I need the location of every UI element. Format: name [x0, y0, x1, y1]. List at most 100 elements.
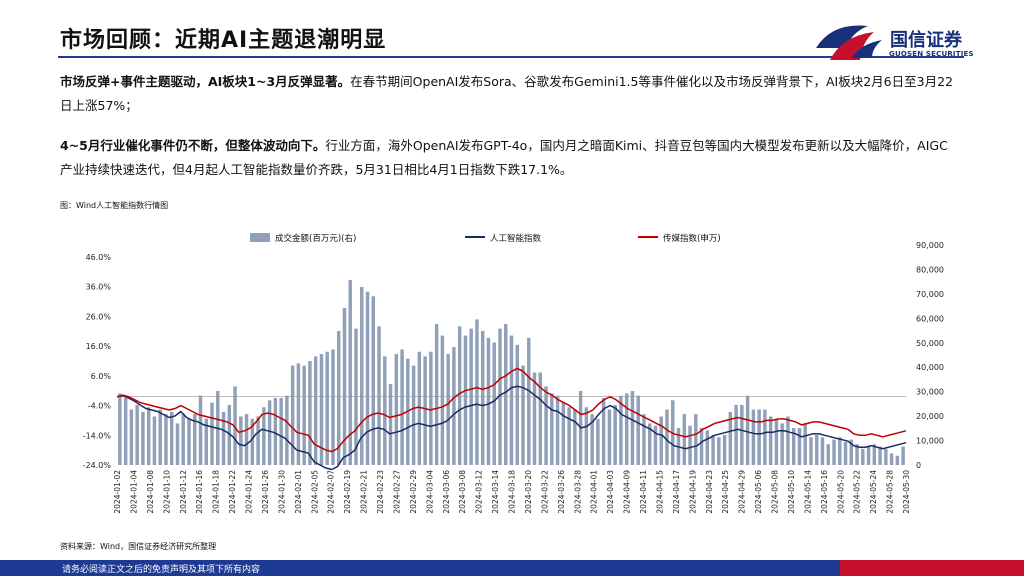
x-axis-tick-label: 2024-01-04: [129, 470, 138, 514]
x-axis-tick-label: 2024-04-25: [721, 470, 730, 514]
left-axis-tick-label: -24.0%: [83, 461, 112, 470]
x-axis-tick-label: 2024-01-22: [228, 470, 237, 514]
volume-bar: [544, 386, 548, 465]
x-axis-tick-label: 2024-04-03: [606, 470, 615, 514]
x-axis-tick-label: 2024-01-30: [277, 470, 286, 514]
x-axis-tick-label: 2024-01-08: [146, 470, 155, 514]
right-axis-tick-label: 40,000: [916, 363, 944, 372]
volume-bar: [619, 395, 623, 465]
x-axis-tick-label: 2024-05-28: [886, 470, 895, 514]
volume-bar: [705, 430, 710, 465]
volume-bar: [711, 434, 715, 465]
x-axis-tick-label: 2024-05-24: [869, 470, 878, 514]
volume-bar: [820, 437, 825, 465]
volume-bar: [843, 441, 848, 465]
volume-bar: [233, 386, 237, 465]
footer-accent: [840, 560, 1024, 576]
volume-bar: [267, 400, 272, 465]
volume-bar: [141, 411, 145, 465]
volume-bar: [728, 411, 733, 465]
left-axis-tick-label: -14.0%: [83, 431, 112, 440]
legend-label-ai: 人工智能指数: [490, 233, 542, 244]
volume-bar: [118, 393, 122, 465]
volume-bar: [884, 448, 888, 465]
left-axis-tick-label: 46.0%: [86, 253, 112, 262]
volume-bar: [273, 397, 278, 465]
x-axis-tick-label: 2024-01-12: [179, 470, 188, 514]
volume-bar: [434, 324, 439, 465]
volume-bar: [688, 425, 692, 465]
volume-bar: [872, 444, 877, 465]
volume-bar: [475, 319, 479, 465]
volume-bar: [227, 404, 232, 465]
volume-bar: [383, 356, 387, 465]
x-axis-tick-label: 2024-04-11: [639, 470, 648, 514]
ai-index-line: [116, 385, 907, 471]
index-chart: 46.0% 36.0% 26.0% 16.0% 6.0% -4.0% -14.0% -24.0…: [83, 233, 944, 514]
volume-bar: [786, 416, 790, 465]
volume-bar: [400, 349, 404, 465]
volume-bar: [832, 439, 836, 465]
volume-bar: [423, 356, 427, 465]
volume-bar: [480, 330, 485, 465]
volume-bar: [388, 384, 393, 465]
volume-bar: [169, 411, 174, 465]
right-axis-tick-label: 60,000: [916, 314, 944, 323]
volume-bar: [325, 351, 329, 465]
volume-bar: [250, 418, 255, 465]
volume-bar: [601, 397, 606, 465]
volume-bar: [550, 393, 554, 465]
volume-bar: [365, 291, 370, 465]
volume-bar: [809, 437, 813, 465]
title-divider: [58, 56, 964, 58]
x-axis-tick-label: 2024-03-12: [475, 470, 484, 514]
paragraph-1: 市场反弹+事件主题驱动，AI板块1~3月反弹显著。在春节期间OpenAI发布So…: [60, 70, 960, 118]
right-axis-tick-label: 20,000: [916, 412, 944, 421]
volume-bar: [181, 414, 185, 465]
x-axis-tick-label: 2024-03-22: [540, 470, 549, 514]
volume-bar: [561, 402, 566, 465]
x-axis-tick-label: 2024-02-01: [294, 470, 303, 514]
x-axis-tick-label: 2024-01-26: [261, 470, 270, 514]
volume-bar: [780, 423, 784, 465]
volume-bar: [175, 423, 180, 465]
volume-bar: [411, 365, 416, 465]
x-axis-tick-label: 2024-03-28: [573, 470, 582, 514]
volume-bar: [371, 296, 376, 465]
volume-bar: [699, 428, 704, 465]
volume-bar: [417, 351, 422, 465]
volume-bar: [596, 418, 600, 465]
x-axis-tick-label: 2024-02-07: [327, 470, 336, 514]
volume-bar: [308, 361, 312, 465]
volume-bar: [446, 354, 450, 465]
x-axis-tick-label: 2024-05-06: [754, 470, 763, 514]
volume-bar: [164, 414, 168, 465]
paragraph-1-body: 在春节期间OpenAI发布Sora、谷歌发布Gemini1.5等事件催化以及市场…: [60, 74, 953, 113]
volume-bar: [394, 354, 399, 465]
volume-bar: [193, 414, 197, 465]
volume-bar: [256, 416, 260, 465]
x-axis-tick-label: 2024-05-22: [853, 470, 862, 514]
volume-bar: [440, 335, 445, 465]
volume-bar: [221, 411, 226, 465]
x-axis-tick-label: 2024-01-02: [113, 470, 122, 514]
volume-bar: [515, 344, 519, 465]
volume-bar: [429, 351, 433, 465]
volume-bar: [630, 391, 635, 465]
volume-bar: [504, 324, 508, 465]
x-axis-tick-label: 2024-05-10: [787, 470, 796, 514]
right-axis-tick-label: 10,000: [916, 437, 944, 446]
x-axis-tick-label: 2024-01-18: [212, 470, 221, 514]
x-axis-tick-label: 2024-01-16: [195, 470, 204, 514]
volume-bar: [636, 395, 640, 465]
x-axis-tick-label: 2024-03-18: [508, 470, 517, 514]
volume-bar: [290, 365, 295, 465]
page-title: 市场回顾：近期AI主题退潮明显: [60, 28, 387, 53]
volume-bar: [331, 349, 335, 465]
volume-bar: [734, 404, 738, 465]
left-axis-tick-label: 26.0%: [86, 312, 112, 321]
x-axis-tick-label: 2024-02-27: [392, 470, 401, 514]
volume-bar: [135, 404, 139, 465]
volume-bar: [901, 446, 905, 465]
legend-label-volume: 成交金额(百万元)(右): [275, 233, 356, 244]
